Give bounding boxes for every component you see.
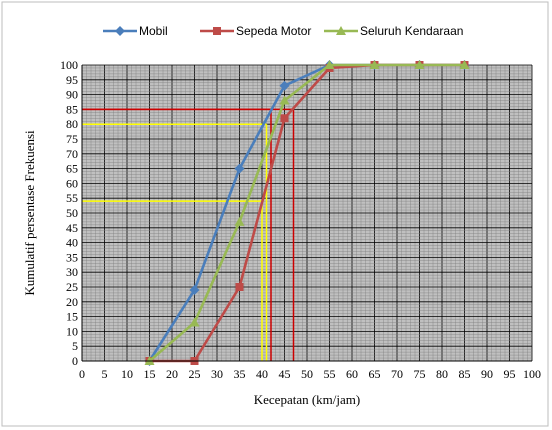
legend-swatch-marker	[213, 27, 221, 35]
x-tick-label: 95	[504, 367, 516, 381]
x-tick-label: 20	[166, 367, 178, 381]
legend: Mobil Sepeda Motor Seluruh Kendaraan	[103, 24, 463, 38]
data-point	[280, 114, 289, 123]
x-tick-labels: 0 5 10 15 20 25 30 35 40 45 50 55 60 65 70 75 80 85 90 95 10…	[79, 367, 541, 381]
axes	[81, 65, 532, 362]
y-tick-label: 80	[66, 117, 78, 131]
x-tick-label: 40	[256, 367, 268, 381]
x-tick-label: 15	[144, 367, 156, 381]
y-tick-label: 35	[66, 250, 78, 264]
data-point	[234, 163, 245, 174]
legend-entry: Sepeda Motor	[200, 24, 311, 38]
data-point	[414, 60, 425, 69]
y-tick-label: 75	[66, 132, 78, 146]
legend-entry: Mobil	[103, 24, 168, 38]
reference-lines	[82, 108, 295, 361]
data-point	[459, 60, 470, 69]
y-tick-label: 20	[66, 295, 78, 309]
x-tick-label: 0	[79, 367, 85, 381]
y-tick-label: 95	[66, 73, 78, 87]
y-tick-label: 65	[66, 162, 78, 176]
y-tick-label: 40	[66, 236, 78, 250]
legend-swatch-marker	[115, 26, 125, 36]
data-series	[144, 60, 470, 366]
x-tick-label: 85	[459, 367, 471, 381]
y-tick-label: 10	[66, 324, 78, 338]
y-tick-label: 25	[66, 280, 78, 294]
y-axis-title: Kumulatif persentase Frekuensi	[22, 130, 37, 296]
y-tick-label: 60	[66, 176, 78, 190]
y-tick-label: 50	[66, 206, 78, 220]
y-tick-label: 5	[72, 339, 78, 353]
x-tick-label: 35	[234, 367, 246, 381]
x-axis-title: Kecepatan (km/jam)	[254, 392, 360, 407]
x-tick-label: 25	[189, 367, 201, 381]
y-tick-labels: 0510152025303540455055606570758085909510…	[60, 58, 78, 368]
data-point	[235, 283, 244, 291]
y-tick-label: 45	[66, 221, 78, 235]
x-tick-label: 75	[414, 367, 426, 381]
x-tick-label: 80	[436, 367, 448, 381]
series-line	[148, 63, 465, 362]
data-point	[279, 95, 290, 105]
legend-entry: Seluruh Kendaraan	[324, 24, 463, 38]
x-tick-label: 70	[391, 367, 403, 381]
y-tick-label: 30	[66, 265, 78, 279]
legend-label: Sepeda Motor	[236, 24, 311, 38]
x-tick-label: 60	[346, 367, 358, 381]
x-tick-label: 90	[481, 367, 493, 381]
data-point	[324, 60, 335, 69]
legend-swatch-marker	[336, 26, 346, 35]
data-point	[189, 284, 200, 295]
y-tick-label: 90	[66, 88, 78, 102]
x-tick-label: 30	[211, 367, 223, 381]
data-point	[279, 80, 290, 91]
y-tick-label: 85	[66, 102, 78, 116]
y-tick-label: 0	[72, 354, 78, 368]
x-tick-label: 100	[523, 367, 541, 381]
x-tick-label: 55	[324, 367, 336, 381]
data-point	[369, 60, 380, 69]
y-tick-label: 15	[66, 310, 78, 324]
y-tick-label: 55	[66, 191, 78, 205]
y-tick-label: 70	[66, 147, 78, 161]
legend-label: Mobil	[139, 24, 168, 38]
y-tick-label: 100	[60, 58, 78, 72]
x-tick-label: 65	[369, 367, 381, 381]
legend-label: Seluruh Kendaraan	[360, 24, 463, 38]
gridlines	[81, 64, 533, 362]
x-tick-label: 10	[121, 367, 133, 381]
x-tick-label: 5	[102, 367, 108, 381]
x-tick-label: 45	[279, 367, 291, 381]
data-point	[189, 317, 200, 327]
data-point	[234, 216, 245, 226]
x-tick-label: 50	[301, 367, 313, 381]
series-triangle	[144, 60, 470, 365]
